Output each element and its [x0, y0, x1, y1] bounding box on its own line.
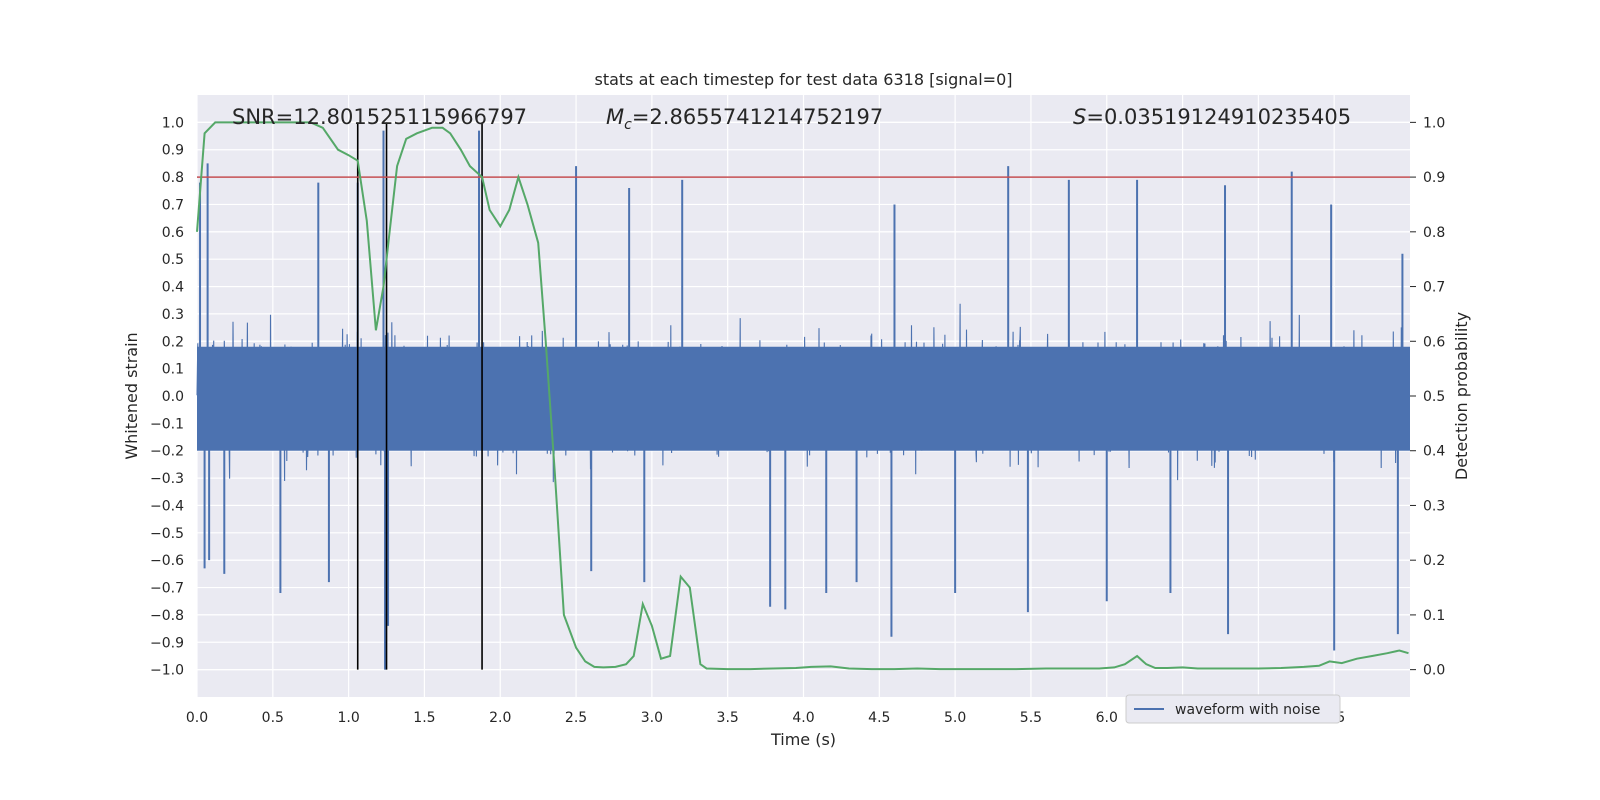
- y2-tick-label: 0.3: [1423, 498, 1445, 514]
- y2-tick-label: 0.1: [1423, 608, 1445, 624]
- snr-annotation: SNR=12.801525115966797: [232, 105, 527, 129]
- mc-symbol: M: [606, 105, 624, 129]
- y-tick-label: −0.9: [150, 635, 184, 651]
- x-tick-label: 2.0: [489, 710, 511, 726]
- s-annotation: S=0.03519124910235405: [1073, 105, 1351, 129]
- y2-tick-label: 0.9: [1423, 170, 1445, 186]
- x-tick-label: 1.5: [413, 710, 435, 726]
- probability-line: [196, 121, 1409, 671]
- s-value: =0.03519124910235405: [1086, 105, 1351, 129]
- x-tick-label: 0.0: [186, 710, 208, 726]
- waveform-series: [196, 130, 1410, 670]
- y2-tick-label: 1.0: [1423, 115, 1445, 131]
- y2-tick-label: 0.0: [1423, 663, 1445, 679]
- y2-tick-label: 0.5: [1423, 389, 1445, 405]
- y-tick-label: −0.6: [150, 553, 184, 569]
- y-tick-label: 1.0: [162, 115, 184, 131]
- vertical-markers: [356, 122, 483, 670]
- x-tick-label: 1.0: [337, 710, 359, 726]
- y2-tick-label: 0.7: [1423, 280, 1445, 296]
- legend-label: waveform with noise: [1175, 702, 1320, 718]
- x-tick-label: 3.0: [641, 710, 663, 726]
- y-tick-label: −0.8: [150, 608, 184, 624]
- y-tick-label: −0.7: [150, 581, 184, 597]
- y-tick-label: 0.4: [162, 280, 184, 296]
- y-tick-label: 0.0: [162, 389, 184, 405]
- x-tick-label: 4.5: [868, 710, 890, 726]
- mc-value: =2.8655741214752197: [632, 105, 883, 129]
- x-tick-label: 3.5: [717, 710, 739, 726]
- y-tick-label: −0.4: [150, 498, 184, 514]
- legend-box: [1125, 694, 1341, 724]
- y-tick-label: −1.0: [150, 663, 184, 679]
- y-tick-label: 0.7: [162, 197, 184, 213]
- y-tick-label: −0.1: [150, 416, 184, 432]
- y-tick-label: 0.2: [162, 334, 184, 350]
- y2-axis-ticks: 1.0 0.9 0.8 0.7 0.6 0.5 0.4 0.3 0.2 0.1 0.0: [1410, 115, 1445, 679]
- y-tick-label: 0.8: [162, 170, 184, 186]
- x-axis-label: Time (s): [770, 730, 836, 749]
- y-tick-label: 0.1: [162, 362, 184, 378]
- chirp-mass-annotation: Mc=2.8655741214752197: [606, 105, 883, 133]
- y-tick-label: −0.5: [150, 526, 184, 542]
- y2-tick-label: 0.8: [1423, 225, 1445, 241]
- y-tick-label: 0.9: [162, 143, 184, 159]
- s-symbol: S: [1073, 105, 1086, 129]
- y2-tick-label: 0.4: [1423, 444, 1445, 460]
- y2-tick-label: 0.6: [1423, 334, 1445, 350]
- x-tick-label: 5.0: [944, 710, 966, 726]
- legend: waveform with noise: [1125, 694, 1341, 724]
- y-axis-label: Whitened strain: [122, 332, 141, 459]
- x-tick-label: 5.5: [1020, 710, 1042, 726]
- x-tick-label: 4.0: [792, 710, 814, 726]
- y-tick-label: 0.6: [162, 225, 184, 241]
- mc-subscript: c: [624, 117, 632, 133]
- y2-axis-label: Detection probability: [1452, 312, 1471, 480]
- waveform-core-band: [197, 346, 1410, 451]
- y-tick-label: 0.3: [162, 307, 184, 323]
- chart-title: stats at each timestep for test data 631…: [594, 70, 1012, 89]
- x-tick-label: 2.5: [565, 710, 587, 726]
- y-tick-label: −0.3: [150, 471, 184, 487]
- x-tick-label: 6.0: [1096, 710, 1118, 726]
- y-axis-ticks: 1.0 0.9 0.8 0.7 0.6 0.5 0.4 0.3 0.2 0.1 0.0 −0.1 −0.…: [150, 115, 184, 678]
- x-tick-label: 0.5: [262, 710, 284, 726]
- probability-layer: [196, 121, 1409, 671]
- y-tick-label: −0.2: [150, 444, 184, 460]
- y-tick-label: 0.5: [162, 252, 184, 268]
- y2-tick-label: 0.2: [1423, 553, 1445, 569]
